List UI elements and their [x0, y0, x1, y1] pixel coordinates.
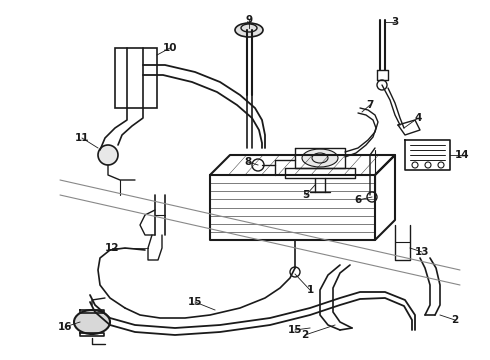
- Text: 8: 8: [245, 157, 252, 167]
- Text: 9: 9: [245, 15, 252, 25]
- Circle shape: [98, 145, 118, 165]
- Text: 12: 12: [105, 243, 119, 253]
- Text: 15: 15: [188, 297, 202, 307]
- Bar: [115, 48, 157, 108]
- Text: 16: 16: [58, 322, 72, 332]
- Ellipse shape: [74, 310, 110, 334]
- Text: 2: 2: [301, 330, 309, 340]
- Text: 5: 5: [302, 190, 310, 200]
- Text: 3: 3: [392, 17, 399, 27]
- Text: 13: 13: [415, 247, 429, 257]
- Text: 11: 11: [75, 133, 89, 143]
- Text: 14: 14: [455, 150, 469, 160]
- Text: 2: 2: [451, 315, 459, 325]
- Text: 1: 1: [306, 285, 314, 295]
- Ellipse shape: [235, 23, 263, 37]
- Ellipse shape: [302, 149, 338, 167]
- Text: 4: 4: [415, 113, 422, 123]
- Text: 7: 7: [367, 100, 374, 110]
- Text: 10: 10: [163, 43, 177, 53]
- Text: 15: 15: [288, 325, 302, 335]
- Text: 6: 6: [354, 195, 362, 205]
